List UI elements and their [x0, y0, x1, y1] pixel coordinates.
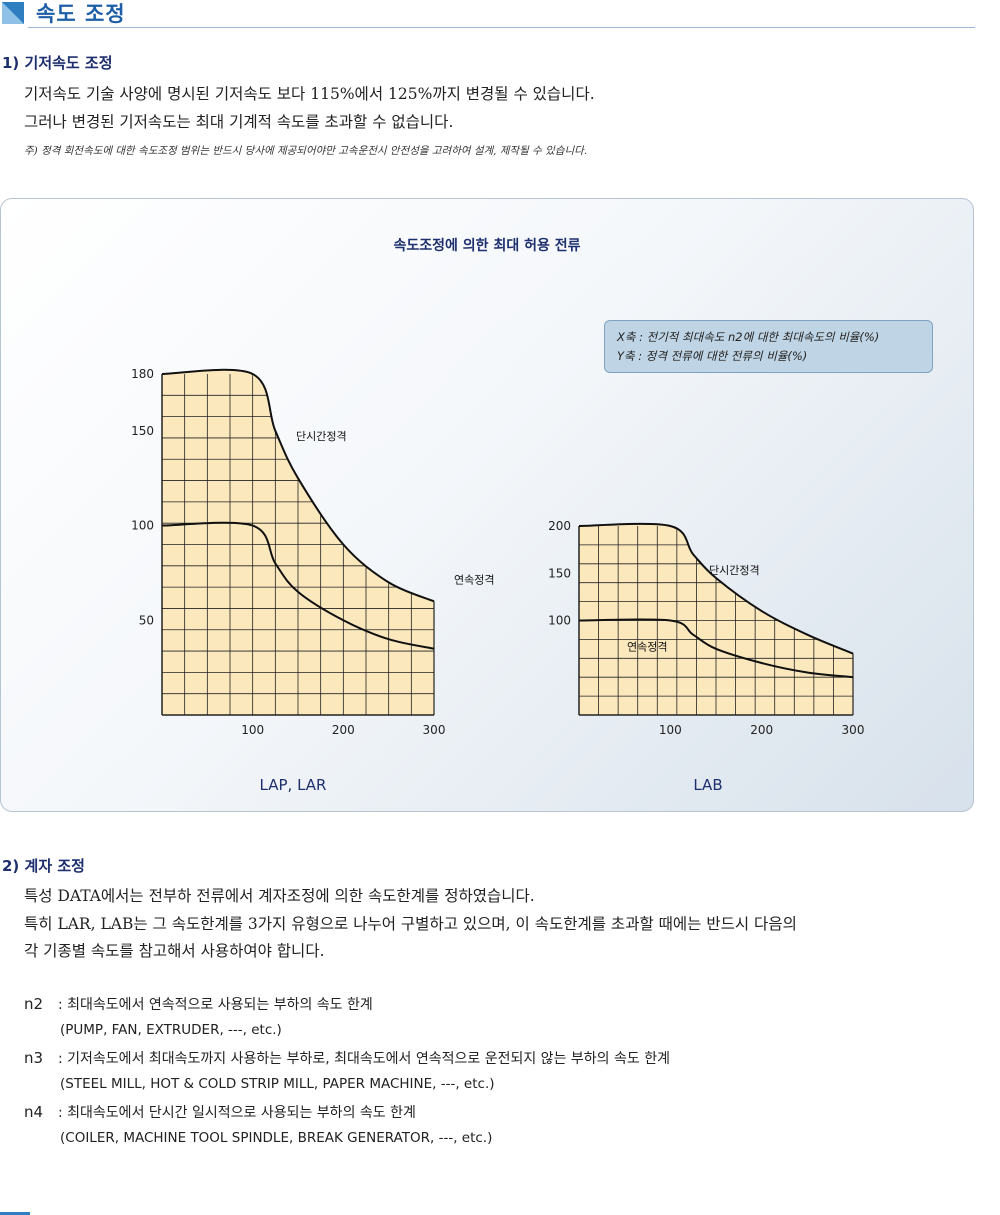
chart-panel: 속도조정에 의한 최대 허용 전류 X축 : 전기적 최대속도 n2에 대한 최… — [0, 198, 974, 812]
list-item-label: n4 — [24, 1103, 44, 1121]
y-tick-label: 200 — [548, 519, 571, 533]
series-line-continuous — [578, 618, 854, 679]
list-item-text: : 최대속도에서 단시간 일시적으로 사용되는 부하의 속도 한계 — [58, 1105, 416, 1121]
page-header: 속도 조정 — [0, 0, 975, 28]
chart-panel-title: 속도조정에 의한 최대 허용 전류 — [393, 238, 581, 254]
axis-legend-box: X축 : 전기적 최대속도 n2에 대한 최대속도의 비율(%) Y축 : 정격… — [604, 320, 933, 373]
page-title: 속도 조정 — [36, 2, 126, 26]
y-tick-label: 100 — [131, 519, 154, 533]
section2-line3: 각 기종별 속도를 참고해서 사용하여야 합니다. — [24, 942, 325, 960]
section1-title: 1) 기저속도 조정 — [2, 54, 113, 72]
section2-title: 2) 계자 조정 — [2, 857, 85, 875]
list-item-n2: n2 : 최대속도에서 연속적으로 사용되는 부하의 속도 한계 — [24, 994, 373, 1014]
series-label: 연속정격 — [454, 574, 494, 587]
list-item-label: n3 — [24, 1049, 44, 1067]
list-item-sub: (STEEL MILL, HOT & COLD STRIP MILL, PAPE… — [60, 1076, 495, 1092]
series-line-short-time — [578, 522, 854, 655]
footer-accent — [0, 1212, 30, 1215]
section2-line2: 특히 LAR, LAB는 그 속도한계를 3가지 유형으로 나누어 구별하고 있… — [24, 915, 797, 933]
section1-line2: 그러나 변경된 기저속도는 최대 기계적 속도를 초과할 수 없습니다. — [24, 113, 454, 131]
x-tick-label: 200 — [750, 723, 773, 737]
x-tick-label: 100 — [659, 723, 682, 737]
header-mark-icon — [2, 2, 24, 24]
x-tick-label: 200 — [332, 723, 355, 737]
x-tick-label: 300 — [423, 723, 446, 737]
series-line-continuous — [161, 521, 435, 650]
series-label: 단시간정격 — [709, 564, 760, 577]
header-divider — [28, 27, 975, 28]
list-item-n4: n4 : 최대속도에서 단시간 일시적으로 사용되는 부하의 속도 한계 — [24, 1102, 416, 1122]
series-line-short-time — [161, 368, 435, 603]
y-tick-label: 180 — [131, 367, 154, 381]
y-tick-label: 150 — [548, 566, 571, 580]
y-tick-label: 50 — [139, 613, 154, 627]
section1-note: 주) 정격 회전속도에 대한 속도조정 범위는 반드시 당사에 제공되어야만 고… — [24, 145, 588, 157]
section1-line1: 기저속도 기술 사양에 명시된 기저속도 보다 115%에서 125%까지 변경… — [24, 85, 595, 103]
list-item-text: : 최대속도에서 연속적으로 사용되는 부하의 속도 한계 — [58, 997, 373, 1013]
section2-line1: 특성 DATA에서는 전부하 전류에서 계자조정에 의한 속도한계를 정하였습니… — [24, 887, 535, 905]
x-tick-label: 100 — [241, 723, 264, 737]
list-item-sub: (COILER, MACHINE TOOL SPINDLE, BREAK GEN… — [60, 1130, 493, 1146]
list-item-n3: n3 : 기저속도에서 최대속도까지 사용하는 부하로, 최대속도에서 연속적으로… — [24, 1048, 670, 1068]
series-label: 단시간정격 — [296, 430, 347, 443]
x-tick-label: 300 — [842, 723, 865, 737]
y-tick-label: 150 — [131, 424, 154, 438]
chart-caption: LAB — [693, 776, 722, 794]
chart-caption: LAP, LAR — [260, 776, 327, 794]
legend-x-axis: X축 : 전기적 최대속도 n2에 대한 최대속도의 비율(%) — [617, 330, 880, 344]
legend-y-axis: Y축 : 정격 전류에 대한 전류의 비율(%) — [617, 349, 808, 363]
list-item-sub: (PUMP, FAN, EXTRUDER, ---, etc.) — [60, 1022, 282, 1038]
y-tick-label: 100 — [548, 614, 571, 628]
list-item-label: n2 — [24, 995, 44, 1013]
series-label: 연속정격 — [627, 641, 667, 654]
list-item-text: : 기저속도에서 최대속도까지 사용하는 부하로, 최대속도에서 연속적으로 운… — [58, 1051, 670, 1067]
